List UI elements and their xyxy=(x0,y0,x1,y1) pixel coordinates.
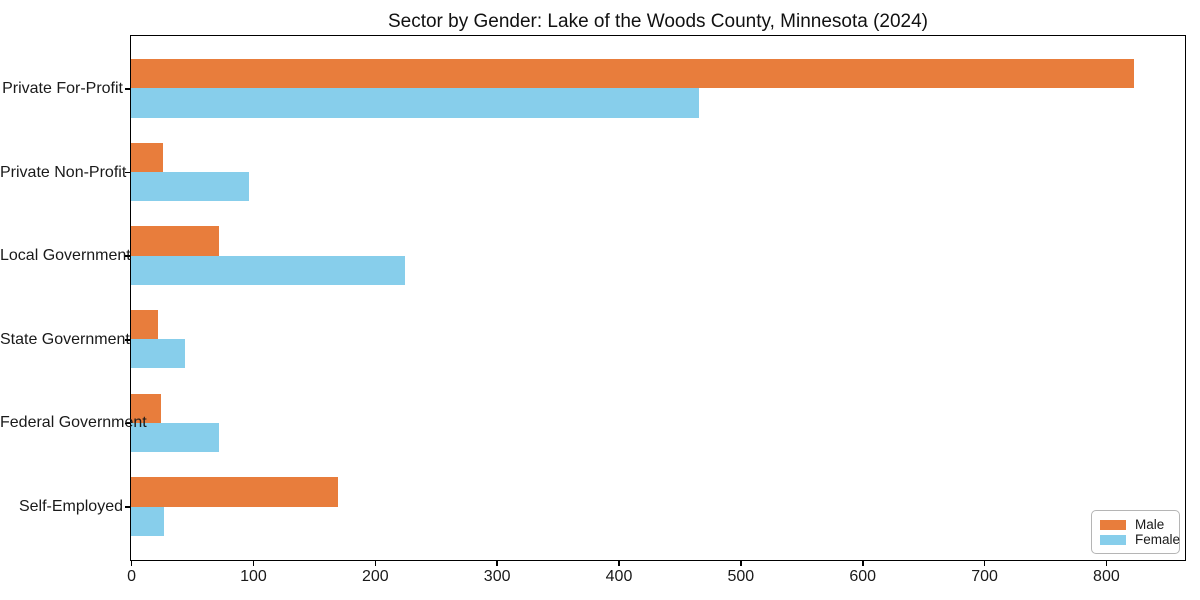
plot-area xyxy=(130,35,1186,561)
xtick-mark xyxy=(374,561,377,566)
xtick-mark xyxy=(252,561,255,566)
xtick-label-200: 200 xyxy=(361,568,389,585)
ytick-label-local-government: Local Government xyxy=(0,247,131,265)
bar-self-employed-male xyxy=(131,477,339,507)
xtick-label-400: 400 xyxy=(605,568,633,585)
ytick-label-federal-government: Federal Government xyxy=(0,414,147,432)
ytick-mark xyxy=(125,506,130,508)
xtick-mark xyxy=(740,561,742,566)
bar-private-non-profit-female xyxy=(131,171,250,202)
xtick-label-700: 700 xyxy=(971,568,998,585)
legend: Male Female xyxy=(1091,510,1180,554)
xtick-label-600: 600 xyxy=(849,568,877,585)
legend-item-male: Male xyxy=(1100,517,1171,532)
bar-federal-government-male xyxy=(131,393,162,423)
male-swatch-icon xyxy=(1100,519,1126,530)
bar-local-government-male xyxy=(131,226,219,256)
bar-federal-government-female xyxy=(131,422,219,453)
bar-private-non-profit-male xyxy=(131,142,163,172)
ytick-mark xyxy=(125,422,130,425)
ytick-mark xyxy=(125,171,130,174)
ytick-label-private-non-profit: Private Non-Profit xyxy=(0,163,127,181)
ytick-label-private-for-profit: Private For-Profit xyxy=(2,79,123,97)
xtick-mark xyxy=(861,561,864,566)
xtick-mark xyxy=(1105,561,1108,566)
ytick-label-self-employed: Self-Employed xyxy=(18,498,123,516)
xtick-mark xyxy=(618,561,620,566)
xtick-mark xyxy=(496,561,498,566)
xtick-label-100: 100 xyxy=(240,568,267,585)
legend-label-male: Male xyxy=(1135,516,1165,532)
bar-private-for-profit-male xyxy=(131,59,1134,89)
xtick-label-500: 500 xyxy=(727,568,755,585)
female-swatch-icon xyxy=(1100,534,1126,545)
legend-label-female: Female xyxy=(1135,531,1181,547)
bar-state-government-female xyxy=(131,339,185,369)
bar-private-for-profit-female xyxy=(131,88,699,118)
ytick-mark xyxy=(125,88,130,90)
ytick-mark xyxy=(125,339,130,341)
ytick-mark xyxy=(125,255,130,257)
xtick-label-300: 300 xyxy=(483,568,511,585)
bar-local-government-female xyxy=(131,255,406,285)
chart-title: Sector by Gender: Lake of the Woods Coun… xyxy=(387,11,929,32)
xtick-mark xyxy=(983,561,986,566)
ytick-label-state-government: State Government xyxy=(0,330,130,348)
xtick-label-0: 0 xyxy=(127,568,137,585)
legend-item-female: Female xyxy=(1100,532,1180,547)
xtick-mark xyxy=(130,561,133,566)
bar-self-employed-female xyxy=(131,506,164,536)
bar-state-government-male xyxy=(131,309,158,340)
xtick-label-800: 800 xyxy=(1093,568,1120,585)
